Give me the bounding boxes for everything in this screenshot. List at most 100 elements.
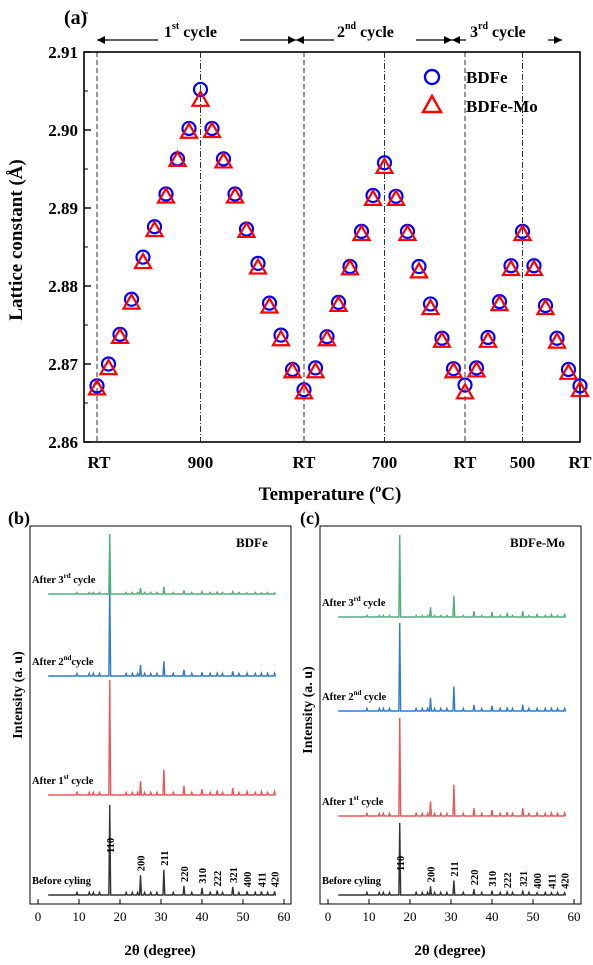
panel-b-x-axis-title: 2θ (degree) <box>124 943 195 959</box>
bdfe-mo-point <box>282 361 303 379</box>
miller-index-label: 321 <box>519 871 530 887</box>
x-tick-label: 50 <box>237 909 250 924</box>
panel-b-traces <box>48 533 277 896</box>
bdfe-mo-point <box>409 261 429 279</box>
x-tick-label: RT <box>87 453 111 472</box>
y-tick-label: 2.91 <box>48 43 78 62</box>
panel-a-y-axis-title: Lattice constant (Å) <box>6 159 27 320</box>
x-tick-label: 0 <box>35 909 42 924</box>
svg-text:1st cycle: 1st cycle <box>164 21 217 41</box>
bdfe-point <box>457 377 473 393</box>
miller-index-label: 310 <box>488 871 499 887</box>
y-tick-label: 2.86 <box>48 433 78 452</box>
bdfe-mo-point <box>179 121 199 139</box>
panel-b-y-axis-title: Intensity (a. u) <box>11 651 26 739</box>
bdfe-mo-point <box>489 293 510 312</box>
bdfe-mo-point <box>294 382 314 400</box>
bdfe-mo-point <box>202 120 222 139</box>
bdfe-mo-point <box>213 151 234 169</box>
legend-bdfe-label: BDFe <box>466 68 508 87</box>
xrd-trace <box>338 622 567 712</box>
bdfe-mo-point <box>478 330 498 348</box>
bdfe-point <box>422 296 439 312</box>
x-tick-label: 20 <box>404 909 417 924</box>
trace-label: After 1st cycle <box>32 773 94 787</box>
bdfe-mo-point <box>363 188 383 206</box>
x-tick-label: 40 <box>196 909 209 924</box>
trace-label: After 3rd cycle <box>322 595 386 609</box>
miller-index-label: 211 <box>160 851 171 866</box>
x-tick-label: 60 <box>568 909 581 924</box>
panel-b-trace-labels: Before cyling After 1st cycle After 2ndcyc… <box>32 572 282 887</box>
x-tick-label: 60 <box>278 909 291 924</box>
legend-bdfe-marker <box>423 68 441 86</box>
miller-index-label: 200 <box>137 855 148 871</box>
bdfe-mo-point <box>110 326 130 345</box>
trace-label: After 1st cycle <box>322 794 384 808</box>
bdfe-mo-point <box>133 251 153 270</box>
miller-index-label: 310 <box>198 868 209 884</box>
miller-index-label: 211 <box>450 861 461 876</box>
bdfe-point <box>135 249 151 265</box>
panel-b-x-axis: 0 10 20 30 40 50 60 <box>35 899 291 924</box>
x-tick-label: 700 <box>372 453 398 472</box>
x-tick-label: 10 <box>363 909 376 924</box>
bdfe-mo-point <box>317 329 337 347</box>
trace-label: After 2ndcycle <box>32 654 94 668</box>
panel-c-sample-label: BDFe-Mo <box>510 535 565 550</box>
bdfe-mo-point <box>225 186 245 204</box>
x-tick-label: 10 <box>73 909 86 924</box>
bdfe-point <box>192 81 209 98</box>
x-tick-label: 40 <box>486 909 499 924</box>
bdfe-mo-point <box>397 223 418 242</box>
panel-c-y-axis-title: Intensity (a. u) <box>301 666 316 754</box>
bdfe-mo-point <box>259 296 280 314</box>
xrd-trace <box>338 534 567 618</box>
x-tick-label: 900 <box>188 453 214 472</box>
svg-text:2nd cycle: 2nd cycle <box>337 21 394 41</box>
bdfe-mo-point <box>351 223 372 242</box>
x-tick-label: 30 <box>445 909 458 924</box>
miller-index-label: 321 <box>229 867 240 883</box>
panel-c-traces <box>338 534 567 896</box>
x-tick-label: 20 <box>114 909 127 924</box>
panel-c-x-axis-title: 2θ (degree) <box>414 943 485 959</box>
bdfe-mo-point <box>167 149 188 167</box>
bdfe-mo-point <box>466 360 487 378</box>
xrd-trace <box>48 804 277 896</box>
bdfe-mo-point <box>87 378 107 396</box>
bdfe-mo-point <box>328 294 349 313</box>
panel-b: (b) BDFe Before cyling After 1st cycle Aft… <box>8 508 292 959</box>
xrd-trace <box>48 533 277 595</box>
panel-b-sample-label: BDFe <box>236 535 268 550</box>
bdfe-mo-point <box>236 220 257 238</box>
trace-label: Before cyling <box>322 876 382 887</box>
panel-b-plot-frame <box>29 525 292 905</box>
bdfe-point <box>250 255 266 271</box>
bdfe-mo-point <box>386 188 406 206</box>
xrd-trace <box>338 717 567 817</box>
trace-label: Before cyling <box>32 876 92 887</box>
x-tick-label: 500 <box>510 453 536 472</box>
panel-a-x-axis: RT 900 RT 700 RT 500 RT <box>87 453 592 472</box>
bdfe-mo-point <box>305 361 326 379</box>
bdfe-mo-point <box>443 361 464 379</box>
bdfe-mo-point <box>570 379 590 398</box>
y-tick-label: 2.89 <box>48 199 78 218</box>
miller-index-label: 420 <box>271 872 282 888</box>
x-tick-label: RT <box>292 453 316 472</box>
bdfe-mo-point <box>535 297 556 316</box>
cycle-label-3: 3rd cycle <box>466 21 548 44</box>
y-tick-label: 2.88 <box>48 277 78 296</box>
miller-index-label: 222 <box>213 871 224 887</box>
miller-index-label: 220 <box>470 869 481 885</box>
bdfe-mo-point <box>271 329 291 347</box>
miller-index-label: 110 <box>396 856 407 871</box>
miller-index-label: 222 <box>503 872 514 888</box>
bdfe-point <box>411 258 427 275</box>
xrd-trace <box>48 679 277 796</box>
svg-text:3rd cycle: 3rd cycle <box>470 21 526 41</box>
miller-index-label: 420 <box>561 873 572 889</box>
miller-index-label: 411 <box>547 874 558 889</box>
